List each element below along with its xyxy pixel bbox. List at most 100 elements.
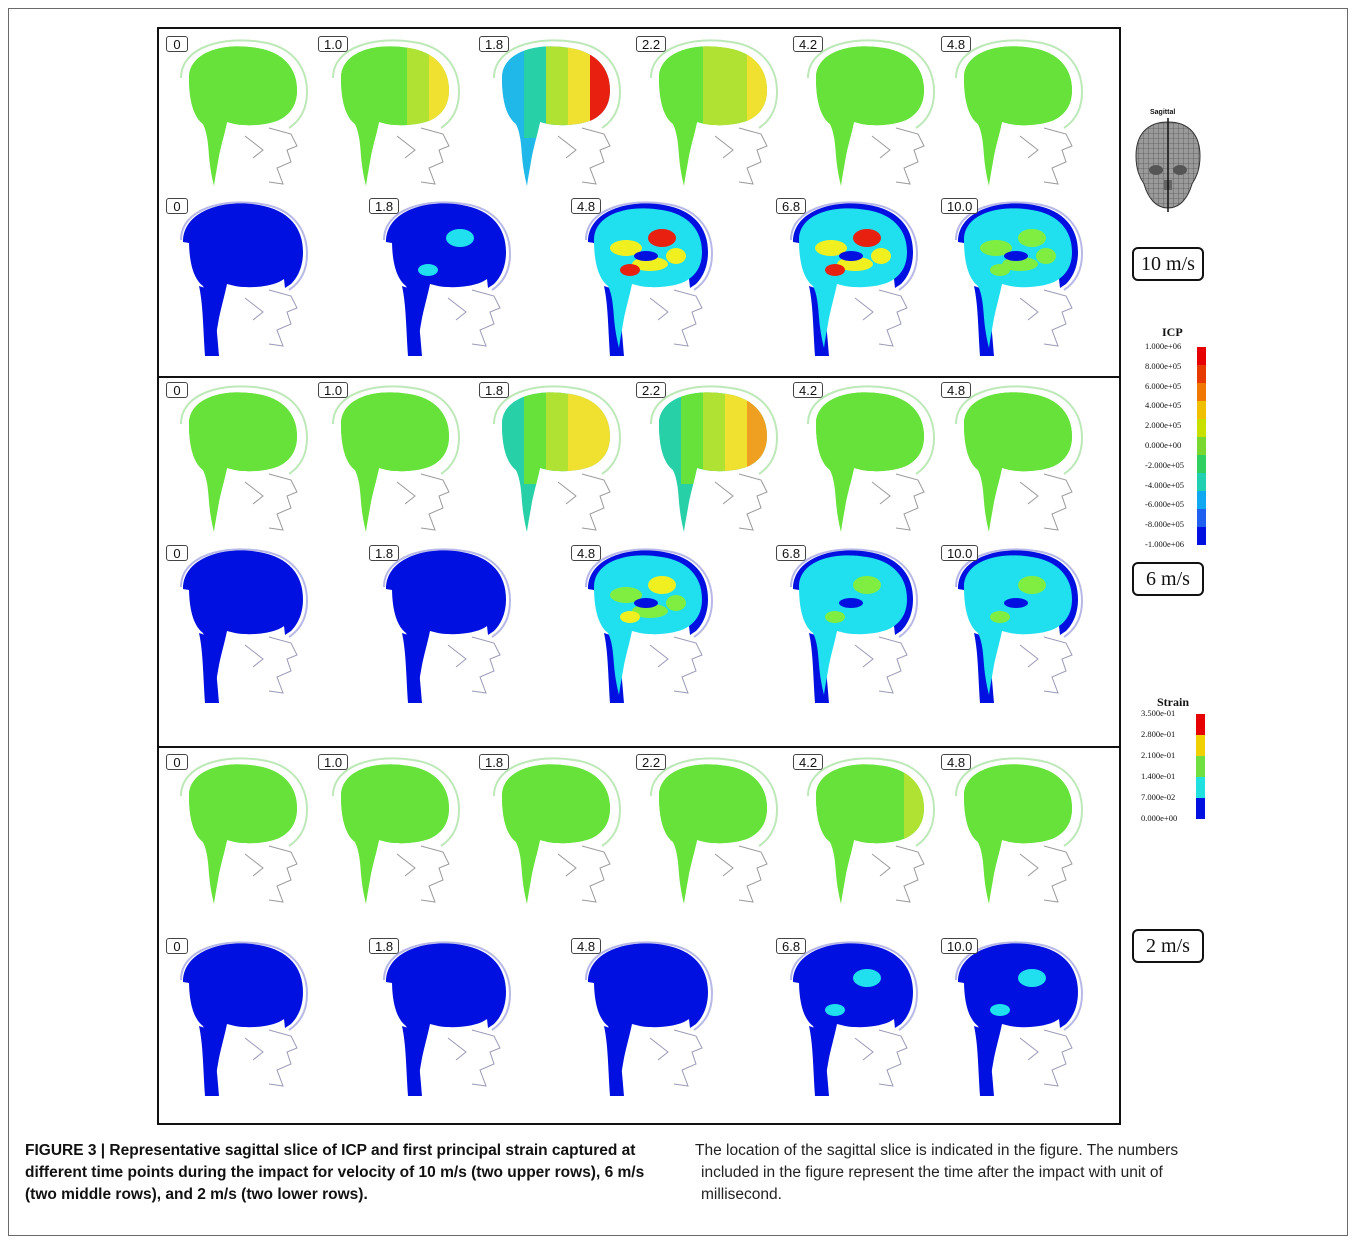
ventricle (229, 251, 253, 261)
icp-band (524, 46, 548, 138)
icp-band (255, 392, 279, 484)
time-label: 0 (166, 938, 188, 954)
face-outline (1019, 473, 1073, 531)
legend-tick-label: 0.000e+00 (1141, 813, 1178, 823)
icp-head-slice (807, 385, 936, 532)
figure-frame (8, 8, 1348, 1236)
time-label: 4.2 (793, 754, 824, 770)
face-outline (396, 127, 450, 185)
legend-tick-label: 3.500e-01 (1141, 708, 1176, 718)
skull-band (183, 203, 303, 288)
face-outline (557, 127, 611, 185)
legend-swatch (1197, 527, 1206, 545)
icp-head-slice (332, 39, 461, 186)
time-label: 0 (166, 754, 188, 770)
ventricle (634, 598, 658, 608)
icp-band (1030, 46, 1054, 138)
legend-swatch (1197, 401, 1206, 419)
face-outline (1019, 289, 1073, 347)
icp-band (568, 764, 592, 856)
face-outline (244, 127, 298, 185)
icp-head-slice (493, 39, 622, 186)
icp-head-slice (650, 757, 779, 904)
skull-band (386, 550, 506, 635)
icp-band (524, 764, 548, 856)
icp-head-slice (955, 757, 1084, 904)
icp-band (211, 764, 235, 856)
legend-tick-label: 7.000e-02 (1141, 792, 1176, 802)
strain-legend-title: Strain (1157, 695, 1190, 709)
strain-spot (853, 229, 881, 247)
legend-tick-label: -6.000e+05 (1145, 499, 1185, 510)
strain-spot (990, 611, 1010, 623)
strain-spot (825, 1004, 845, 1016)
icp-band (986, 392, 1010, 484)
face-outline (244, 845, 298, 903)
ventricle (229, 991, 253, 1001)
icp-band (986, 764, 1010, 856)
time-label: 4.2 (793, 382, 824, 398)
ventricle (839, 251, 863, 261)
skull-outline (180, 757, 309, 847)
ventricle (432, 598, 456, 608)
face-outline (1019, 636, 1073, 694)
legend-swatch (1197, 455, 1206, 473)
face-outline (396, 845, 450, 903)
face-outline (714, 127, 768, 185)
legend-tick-label: 0.000e+00 (1145, 440, 1182, 450)
strain-spot (648, 229, 676, 247)
icp-band (385, 764, 409, 856)
skull-outline (180, 548, 309, 638)
skull-outline (650, 385, 779, 475)
strain-head-slice (383, 548, 512, 703)
strain-spot (610, 587, 642, 603)
skull-band (386, 943, 506, 1028)
strain-head-slice (585, 941, 714, 1096)
icp-band (568, 46, 592, 138)
skull-outline (585, 548, 714, 638)
icp-band (838, 764, 862, 856)
skull-band (958, 203, 1078, 288)
strain-spot (815, 587, 847, 603)
time-label: 4.8 (941, 36, 972, 52)
icp-band (860, 392, 884, 484)
legend-tick-label: -4.000e+05 (1145, 479, 1185, 490)
time-label: 1.0 (318, 382, 349, 398)
strain-head-slice (955, 941, 1084, 1096)
icp-band (407, 46, 431, 138)
skull-outline (332, 757, 461, 847)
skull-outline (807, 385, 936, 475)
legend-tick-label: 2.100e-01 (1141, 750, 1176, 760)
ventricle (839, 991, 863, 1001)
legend-tick-label: 1.000e+06 (1145, 341, 1182, 351)
legend-swatch (1197, 419, 1206, 437)
time-label: 4.8 (571, 938, 602, 954)
strain-head-slice (585, 548, 714, 703)
skull-outline (955, 757, 1084, 847)
skull-outline (180, 385, 309, 475)
skull-outline (807, 39, 936, 129)
sagittal-skull-icon (1135, 118, 1201, 212)
time-label: 4.2 (793, 36, 824, 52)
icp-head-slice (807, 757, 936, 904)
speed-label-6ms: 6 m/s (1132, 562, 1204, 596)
legend-colorbar (1196, 714, 1205, 819)
speed-label-10ms: 10 m/s (1132, 247, 1204, 281)
legend-swatch (1196, 777, 1205, 798)
icp-band (1030, 392, 1054, 484)
ventricle (634, 991, 658, 1001)
legend-colorbar (1197, 347, 1206, 545)
icp-band (882, 46, 906, 138)
legend-swatch (1196, 714, 1205, 735)
legend-tick-label: 2.000e+05 (1145, 420, 1182, 431)
skull-outline (807, 757, 936, 847)
face-outline (714, 473, 768, 531)
time-label: 1.8 (479, 382, 510, 398)
skull-band (183, 943, 303, 1028)
icp-band (1008, 46, 1032, 138)
strain-head-slice (585, 201, 714, 356)
icp-band (882, 764, 906, 856)
skull-band (793, 943, 913, 1028)
face-outline (871, 845, 925, 903)
legend-tick-label: -1.000e+06 (1145, 539, 1185, 549)
